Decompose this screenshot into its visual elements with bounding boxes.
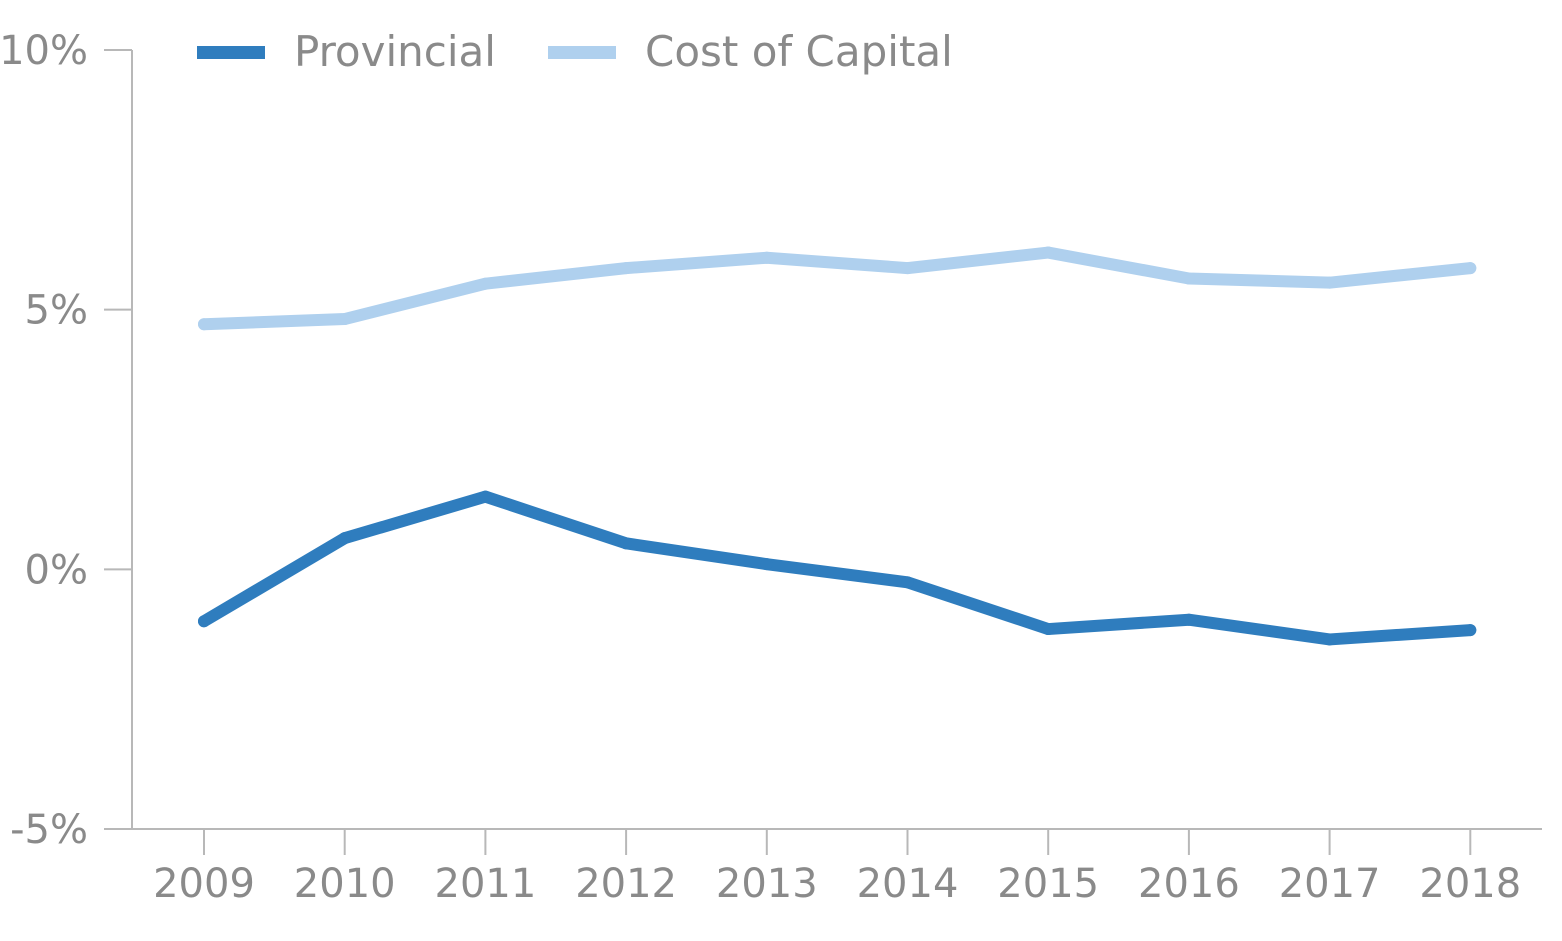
x-tick-label: 2012	[575, 861, 677, 907]
legend-swatch	[197, 46, 265, 59]
data-point	[1042, 623, 1055, 636]
data-point	[1182, 613, 1195, 626]
data-point	[620, 262, 633, 275]
legend: Provincial Cost of Capital	[197, 27, 953, 76]
x-tick-label: 2014	[857, 861, 959, 907]
x-tick-label: 2011	[435, 861, 537, 907]
data-point	[479, 490, 492, 503]
data-point	[1464, 624, 1477, 637]
data-point	[1323, 633, 1336, 646]
data-point	[479, 277, 492, 290]
x-tick-label: 2009	[153, 861, 255, 907]
y-tick-label: 10%	[0, 28, 88, 74]
x-tick-label: 2016	[1138, 861, 1240, 907]
data-point	[338, 313, 351, 326]
data-point	[198, 615, 210, 628]
data-point	[1042, 246, 1055, 259]
data-point	[620, 537, 633, 550]
legend-label: Provincial	[294, 27, 496, 76]
y-tick-label: 0%	[25, 547, 88, 593]
data-point	[760, 558, 773, 571]
data-point	[1464, 262, 1477, 275]
data-point	[1182, 272, 1195, 285]
series-lines	[198, 246, 1477, 646]
data-point	[901, 262, 914, 275]
x-tick-label: 2018	[1419, 861, 1521, 907]
y-tick-label: -5%	[10, 807, 88, 853]
x-tick-label: 2013	[716, 861, 818, 907]
y-tick-label: 5%	[25, 288, 88, 334]
series-line-provincial	[198, 490, 1477, 646]
data-point	[198, 318, 210, 331]
data-point	[901, 576, 914, 589]
data-point	[760, 251, 773, 264]
data-point	[1323, 276, 1336, 289]
legend-label: Cost of Capital	[645, 27, 953, 76]
x-tick-label: 2015	[997, 861, 1099, 907]
x-tick-label: 2017	[1279, 861, 1381, 907]
axes: 10% 5% 0% -5% 2009 2010 2011 2012 2013 2014 2015 20…	[0, 28, 1542, 907]
data-point	[338, 532, 351, 545]
legend-swatch	[548, 46, 616, 59]
x-tick-label: 2010	[294, 861, 396, 907]
series-line-cost-of-capital	[198, 246, 1477, 331]
